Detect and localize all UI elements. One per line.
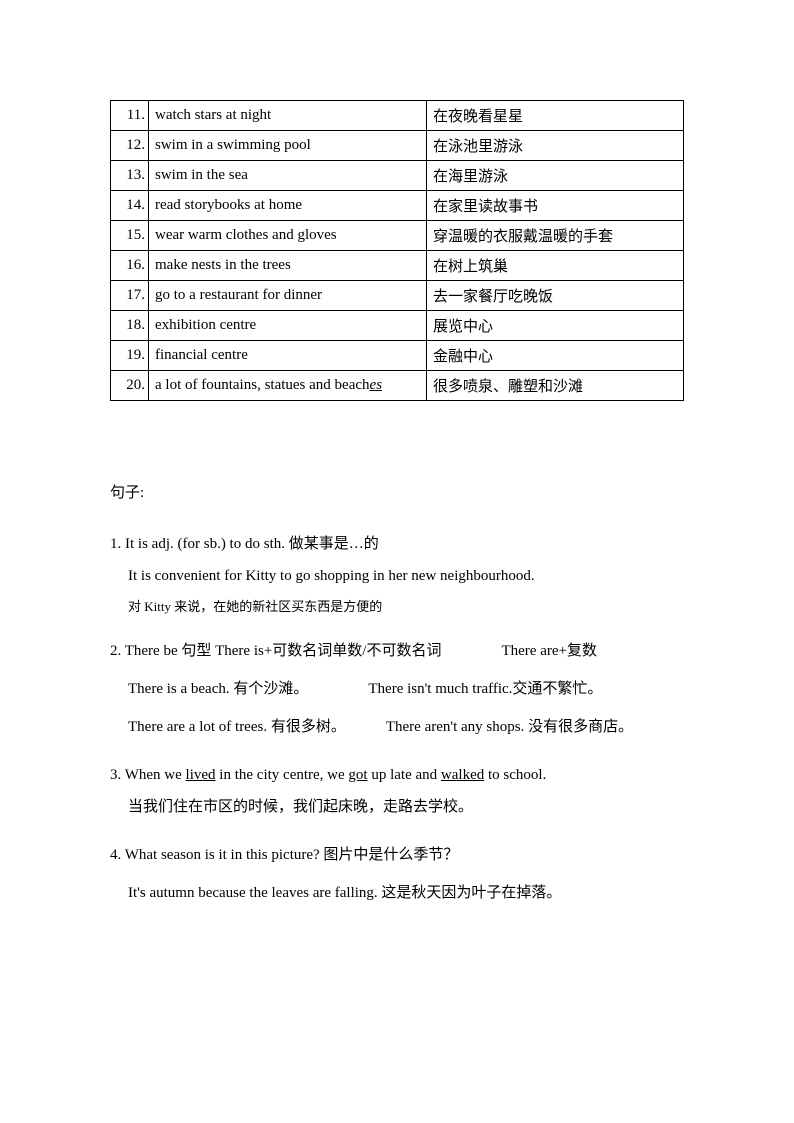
row-number: 17. bbox=[111, 281, 149, 311]
sentence-note: 对 Kitty 来说，在她的新社区买东西是方便的 bbox=[110, 596, 684, 615]
example-b: There aren't any shops. 没有很多商店。 bbox=[386, 715, 633, 739]
sentence-line: 当我们住在市区的时候，我们起床晚，走路去学校。 bbox=[110, 795, 684, 819]
chinese-cell: 在夜晚看星星 bbox=[427, 101, 684, 131]
example-b: There isn't much traffic.交通不繁忙。 bbox=[368, 677, 602, 701]
english-cell: exhibition centre bbox=[149, 311, 427, 341]
example-b: There are+复数 bbox=[501, 639, 597, 663]
row-number: 15. bbox=[111, 221, 149, 251]
table-row: 18. exhibition centre 展览中心 bbox=[111, 311, 684, 341]
english-cell: a lot of fountains, statues and beaches bbox=[149, 371, 427, 401]
sentence-line: It is convenient for Kitty to go shoppin… bbox=[110, 564, 684, 588]
sentence-line: 1. It is adj. (for sb.) to do sth. 做某事是…… bbox=[110, 532, 684, 556]
text-segment: in the city centre, we bbox=[216, 767, 349, 783]
row-number: 19. bbox=[111, 341, 149, 371]
underlined-word: walked bbox=[441, 767, 484, 783]
text-segment: to school. bbox=[484, 767, 546, 783]
text-segment: 3. When we bbox=[110, 767, 186, 783]
english-cell: make nests in the trees bbox=[149, 251, 427, 281]
english-cell: swim in the sea bbox=[149, 161, 427, 191]
english-cell: swim in a swimming pool bbox=[149, 131, 427, 161]
english-cell: read storybooks at home bbox=[149, 191, 427, 221]
chinese-cell: 在树上筑巢 bbox=[427, 251, 684, 281]
sentence-line: 4. What season is it in this picture? 图片… bbox=[110, 843, 684, 867]
row-number: 18. bbox=[111, 311, 149, 341]
row-number: 11. bbox=[111, 101, 149, 131]
example-a: There is a beach. 有个沙滩。 bbox=[128, 677, 308, 701]
row-number: 13. bbox=[111, 161, 149, 191]
underlined-word: lived bbox=[186, 767, 216, 783]
english-text-prefix: a lot of fountains, statues and beach bbox=[155, 377, 370, 393]
english-text-suffix: es bbox=[370, 377, 383, 393]
sentence-line: There is a beach. 有个沙滩。 There isn't much… bbox=[110, 677, 684, 701]
table-row: 19. financial centre 金融中心 bbox=[111, 341, 684, 371]
text-segment: up late and bbox=[368, 767, 441, 783]
chinese-cell: 在家里读故事书 bbox=[427, 191, 684, 221]
sentence-line: 3. When we lived in the city centre, we … bbox=[110, 763, 684, 787]
table-row: 11. watch stars at night 在夜晚看星星 bbox=[111, 101, 684, 131]
table-body: 11. watch stars at night 在夜晚看星星 12. swim… bbox=[111, 101, 684, 401]
chinese-cell: 很多喷泉、雕塑和沙滩 bbox=[427, 371, 684, 401]
table-row: 20. a lot of fountains, statues and beac… bbox=[111, 371, 684, 401]
underlined-word: got bbox=[348, 767, 367, 783]
sentence-2: 2. There be 句型 There is+可数名词单数/不可数名词 The… bbox=[110, 639, 684, 739]
chinese-cell: 展览中心 bbox=[427, 311, 684, 341]
sentence-line: It's autumn because the leaves are falli… bbox=[110, 881, 684, 905]
section-header: 句子: bbox=[110, 481, 684, 502]
table-row: 13. swim in the sea 在海里游泳 bbox=[111, 161, 684, 191]
table-row: 12. swim in a swimming pool 在泳池里游泳 bbox=[111, 131, 684, 161]
chinese-cell: 去一家餐厅吃晚饭 bbox=[427, 281, 684, 311]
english-cell: watch stars at night bbox=[149, 101, 427, 131]
sentence-4: 4. What season is it in this picture? 图片… bbox=[110, 843, 684, 905]
example-a: 2. There be 句型 There is+可数名词单数/不可数名词 bbox=[110, 639, 441, 663]
english-cell: financial centre bbox=[149, 341, 427, 371]
chinese-cell: 在泳池里游泳 bbox=[427, 131, 684, 161]
row-number: 16. bbox=[111, 251, 149, 281]
row-number: 14. bbox=[111, 191, 149, 221]
sentence-3: 3. When we lived in the city centre, we … bbox=[110, 763, 684, 819]
vocabulary-table: 11. watch stars at night 在夜晚看星星 12. swim… bbox=[110, 100, 684, 401]
sentence-1: 1. It is adj. (for sb.) to do sth. 做某事是…… bbox=[110, 532, 684, 615]
english-cell: wear warm clothes and gloves bbox=[149, 221, 427, 251]
table-row: 17. go to a restaurant for dinner 去一家餐厅吃… bbox=[111, 281, 684, 311]
table-row: 14. read storybooks at home 在家里读故事书 bbox=[111, 191, 684, 221]
table-row: 15. wear warm clothes and gloves 穿温暖的衣服戴… bbox=[111, 221, 684, 251]
example-a: There are a lot of trees. 有很多树。 bbox=[128, 715, 346, 739]
chinese-cell: 金融中心 bbox=[427, 341, 684, 371]
sentence-line: There are a lot of trees. 有很多树。 There ar… bbox=[110, 715, 684, 739]
row-number: 12. bbox=[111, 131, 149, 161]
table-row: 16. make nests in the trees 在树上筑巢 bbox=[111, 251, 684, 281]
row-number: 20. bbox=[111, 371, 149, 401]
chinese-cell: 穿温暖的衣服戴温暖的手套 bbox=[427, 221, 684, 251]
sentence-line: 2. There be 句型 There is+可数名词单数/不可数名词 The… bbox=[110, 639, 684, 663]
chinese-cell: 在海里游泳 bbox=[427, 161, 684, 191]
english-cell: go to a restaurant for dinner bbox=[149, 281, 427, 311]
